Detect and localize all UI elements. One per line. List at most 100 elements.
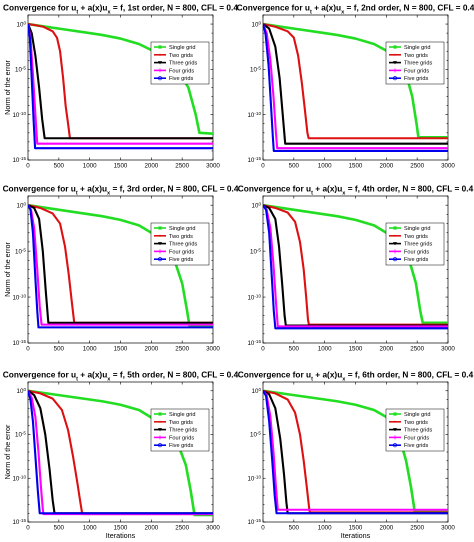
chart-panel-3: 0 500 1000 1500 2000 2500 300010010-510-1010-1… <box>3 184 239 353</box>
x-tick-label: 1000 <box>318 346 332 353</box>
legend-label-single: Single grid <box>404 226 430 232</box>
legend-marker <box>158 412 162 416</box>
y-tick-label: 10-15 <box>12 156 26 165</box>
chart-panel-4: 0 500 1000 1500 2000 2500 300010010-510-1010-1… <box>238 184 474 353</box>
legend-marker <box>158 249 162 254</box>
y-tick-base: 10 <box>247 519 254 526</box>
y-tick-exponent: -15 <box>254 339 261 344</box>
title-subscript: t <box>76 191 78 197</box>
legend-marker <box>394 420 396 423</box>
title-part: + a(x)u <box>313 184 342 194</box>
series-line-five <box>28 204 213 329</box>
x-tick-label: 500 <box>289 346 300 353</box>
title-part: = f, 6th order, N = 800, CFL = 0.4 <box>345 370 473 380</box>
y-tick-exponent: -10 <box>19 293 26 298</box>
chart-title: Convergence for ut + a(x)ux = f, 5th ord… <box>3 370 239 383</box>
y-axis-label: Norm of the error <box>3 242 12 297</box>
legend-label-single: Single grid <box>404 412 430 418</box>
series-line-single <box>28 203 213 328</box>
legend-marker <box>393 226 397 230</box>
legend-label-five: Five grids <box>404 443 428 449</box>
x-tick-label: 2000 <box>144 163 158 170</box>
y-tick-base: 10 <box>15 67 22 74</box>
y-tick-base: 10 <box>12 294 19 301</box>
title-part: = f, 1st order, N = 800, CFL = 0.4 <box>111 3 239 13</box>
chart-title: Convergence for ut + a(x)ux = f, 6th ord… <box>238 370 474 383</box>
y-tick-base: 10 <box>15 432 22 439</box>
legend-label-four: Four grids <box>404 249 429 255</box>
y-tick-base: 10 <box>12 475 19 482</box>
legend-label-single: Single grid <box>169 226 195 232</box>
legend-label-two: Two grids <box>404 53 428 59</box>
y-tick-base: 10 <box>250 432 257 439</box>
legend-marker <box>393 249 397 254</box>
y-tick-label: 100 <box>252 201 262 210</box>
series-line-two <box>263 204 448 326</box>
x-tick-label: 3000 <box>206 163 220 170</box>
x-tick-label: 3000 <box>441 525 455 532</box>
y-tick-label: 10-5 <box>15 65 26 74</box>
series-group <box>263 389 448 515</box>
x-tick-label: 1000 <box>83 346 97 353</box>
y-tick-label: 10-10 <box>247 110 261 119</box>
y-tick-exponent: 0 <box>258 386 261 391</box>
y-tick-exponent: 0 <box>23 201 26 206</box>
plot-area <box>262 195 449 344</box>
chart-title: Convergence for ut + a(x)ux = f, 4th ord… <box>238 184 474 197</box>
series-group <box>263 203 448 330</box>
y-tick-exponent: -15 <box>254 156 261 161</box>
y-tick-exponent: -5 <box>257 430 262 435</box>
y-tick-exponent: -10 <box>254 293 261 298</box>
y-tick-label: 10-15 <box>247 156 261 165</box>
title-subscript: x <box>107 10 111 16</box>
title-part: + a(x)u <box>78 184 107 194</box>
legend-marker <box>157 76 163 81</box>
title-part: Convergence for u <box>237 3 310 13</box>
y-tick-exponent: -10 <box>19 474 26 479</box>
legend-label-four: Four grids <box>169 68 194 74</box>
series-line-four <box>263 23 448 150</box>
legend-marker <box>158 45 162 49</box>
series-group <box>28 203 213 329</box>
legend-marker <box>393 45 397 49</box>
legend-marker <box>394 234 396 237</box>
x-tick-label: 2500 <box>175 163 189 170</box>
chart-panel-6: 0 500 1000 1500 2000 2500 300010010-510-1010-1… <box>238 370 474 541</box>
x-tick-label: 500 <box>289 525 300 532</box>
title-subscript: x <box>107 191 111 197</box>
y-tick-exponent: -5 <box>257 247 262 252</box>
x-tick-label: 0 <box>261 163 265 170</box>
x-tick-label: 500 <box>289 163 300 170</box>
y-tick-exponent: 0 <box>23 386 26 391</box>
x-tick-label: 1500 <box>349 346 363 353</box>
legend-marker <box>157 257 163 262</box>
title-part: = f, 5th order, N = 800, CFL = 0.4 <box>110 370 238 380</box>
x-tick-label: 3000 <box>206 525 220 532</box>
y-tick-label: 10-15 <box>247 518 261 527</box>
x-tick-label: 500 <box>54 525 65 532</box>
y-tick-exponent: -5 <box>22 65 27 70</box>
legend-label-four: Four grids <box>169 435 194 441</box>
legend-label-five: Five grids <box>169 257 193 263</box>
y-axis-label: Norm of the error <box>3 424 12 479</box>
series-line-three <box>28 389 213 515</box>
title-subscript: t <box>76 377 78 383</box>
legend-label-two: Two grids <box>169 234 193 240</box>
series-line-five <box>263 23 448 152</box>
x-tick-label: 2500 <box>410 346 424 353</box>
legend-label-three: Three grids <box>404 428 432 434</box>
y-tick-label: 10-10 <box>12 110 26 119</box>
series-line-three <box>28 204 213 324</box>
title-part: Convergence for u <box>238 184 311 194</box>
series-line-two <box>28 23 213 140</box>
x-tick-label: 2500 <box>175 346 189 353</box>
title-part: = f, 2nd order, N = 800, CFL = 0.4 <box>344 3 474 13</box>
series-line-five <box>263 390 448 515</box>
y-tick-label: 10-10 <box>247 293 261 302</box>
title-part: + a(x)u <box>312 3 341 13</box>
legend-label-three: Three grids <box>169 428 197 434</box>
y-axis-label: Norm of the error <box>3 60 12 115</box>
title-subscript: t <box>311 191 313 197</box>
